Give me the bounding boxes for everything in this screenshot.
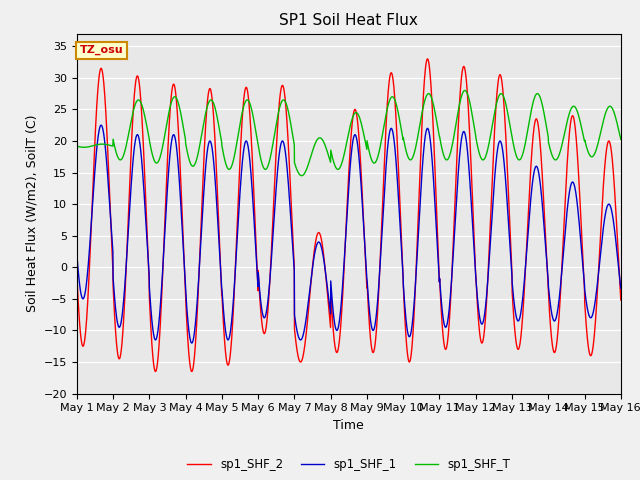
Text: TZ_osu: TZ_osu <box>80 45 124 55</box>
sp1_SHF_2 <box>135 78 143 84</box>
sp1_SHF_2 <box>168 93 175 98</box>
sp1_SHF_2 <box>152 369 159 374</box>
sp1_SHF_2 <box>548 338 556 344</box>
sp1_SHF_T <box>548 152 556 157</box>
sp1_SHF_1 <box>305 290 313 296</box>
sp1_SHF_1 <box>282 153 290 158</box>
X-axis label: Time: Time <box>333 419 364 432</box>
sp1_SHF_T <box>607 104 614 109</box>
sp1_SHF_1 <box>168 140 175 146</box>
sp1_SHF_1 <box>607 204 614 209</box>
sp1_SHF_T <box>135 97 143 103</box>
sp1_SHF_1 <box>97 122 105 128</box>
Legend: sp1_SHF_2, sp1_SHF_1, sp1_SHF_T: sp1_SHF_2, sp1_SHF_1, sp1_SHF_T <box>182 454 515 476</box>
Y-axis label: Soil Heat Flux (W/m2), SoilT (C): Soil Heat Flux (W/m2), SoilT (C) <box>25 115 38 312</box>
sp1_SHF_2 <box>607 143 614 148</box>
sp1_SHF_T <box>282 99 289 105</box>
sp1_SHF_T <box>167 100 175 106</box>
Title: SP1 Soil Heat Flux: SP1 Soil Heat Flux <box>280 13 418 28</box>
Line: sp1_SHF_1: sp1_SHF_1 <box>77 125 621 343</box>
sp1_SHF_T <box>298 173 305 179</box>
sp1_SHF_2 <box>617 297 625 303</box>
sp1_SHF_1 <box>617 286 625 291</box>
Line: sp1_SHF_2: sp1_SHF_2 <box>77 59 621 372</box>
sp1_SHF_2 <box>73 271 81 277</box>
sp1_SHF_1 <box>548 312 556 317</box>
sp1_SHF_T <box>617 136 625 142</box>
sp1_SHF_2 <box>282 101 289 107</box>
sp1_SHF_1 <box>188 340 196 346</box>
sp1_SHF_1 <box>135 136 143 142</box>
sp1_SHF_T <box>305 159 313 165</box>
Line: sp1_SHF_T: sp1_SHF_T <box>77 90 621 176</box>
sp1_SHF_1 <box>73 251 81 257</box>
sp1_SHF_T <box>461 87 468 93</box>
sp1_SHF_2 <box>305 300 313 305</box>
sp1_SHF_2 <box>424 56 431 62</box>
sp1_SHF_T <box>73 144 81 149</box>
